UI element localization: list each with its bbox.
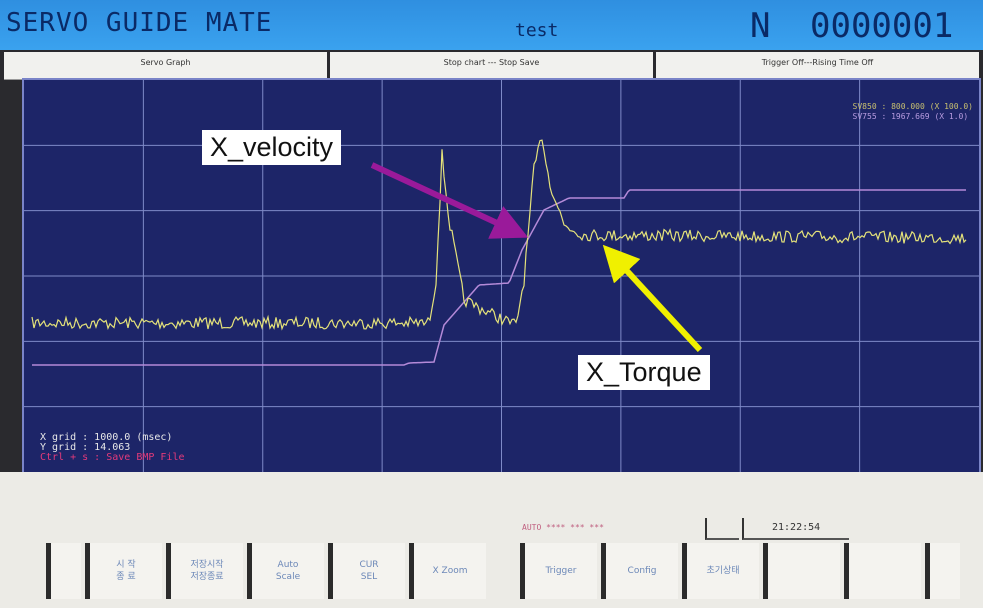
torque-annotation: X_Torque <box>578 355 710 390</box>
graph-legend: SV850 : 800.000 (X 100.0) SV755 : 1967.6… <box>853 102 973 122</box>
torque-trace <box>31 139 967 331</box>
y-grid-info: Y grid : 14.063 <box>40 442 131 453</box>
mode-status: AUTO **** *** *** <box>522 523 604 532</box>
softkey-2[interactable]: 저장시작 저장종료 <box>166 543 243 599</box>
softkey-1[interactable]: 시 작 종 료 <box>85 543 162 599</box>
tab-stop-chart[interactable]: Stop chart --- Stop Save <box>330 52 653 80</box>
status-cell <box>742 518 849 540</box>
status-cell <box>705 518 739 540</box>
softkey-5[interactable]: X Zoom <box>409 543 486 599</box>
softkey-7[interactable]: Config <box>601 543 678 599</box>
softkey-8[interactable]: 초기상태 <box>682 543 759 599</box>
x-grid-info: X grid : 1000.0 (msec) <box>40 432 173 443</box>
graph-canvas <box>24 80 979 472</box>
mode-tabs: Servo Graph Stop chart --- Stop Save Tri… <box>4 52 979 80</box>
grid-info: X grid : 1000.0 (msec) Y grid : 14.063 C… <box>40 433 185 463</box>
sequence-label: N <box>750 6 771 46</box>
status-bar: AUTO **** *** *** 21:22:54 <box>510 518 940 540</box>
app-title: SERVO GUIDE MATE <box>6 8 273 38</box>
softkey-4[interactable]: CUR SEL <box>328 543 405 599</box>
tab-trigger[interactable]: Trigger Off---Rising Time Off <box>656 52 979 80</box>
velocity-trace <box>32 189 966 366</box>
softkey-3[interactable]: Auto Scale <box>247 543 324 599</box>
softkey-11[interactable] <box>925 543 960 599</box>
program-name: test <box>515 20 559 41</box>
sequence-number: 0000001 <box>810 6 954 46</box>
legend-torque: SV850 : 800.000 (X 100.0) <box>852 102 973 111</box>
softkey-10[interactable] <box>844 543 921 599</box>
softkey-9[interactable] <box>763 543 840 599</box>
softkey-0[interactable] <box>46 543 81 599</box>
servo-graph: SV850 : 800.000 (X 100.0) SV755 : 1967.6… <box>22 78 981 474</box>
save-hint: Ctrl + s : Save BMP File <box>40 452 185 463</box>
softkey-6[interactable]: Trigger <box>520 543 597 599</box>
softkeys: 시 작 종 료 저장시작 저장종료 Auto Scale CUR SEL X Zoom T… <box>46 543 964 599</box>
legend-velocity: SV755 : 1967.669 (X 1.0) <box>852 112 969 121</box>
tab-servo-graph[interactable]: Servo Graph <box>4 52 327 80</box>
title-bar: SERVO GUIDE MATE test N 0000001 <box>0 0 983 50</box>
velocity-annotation: X_velocity <box>202 130 342 165</box>
clock: 21:22:54 <box>772 522 821 533</box>
